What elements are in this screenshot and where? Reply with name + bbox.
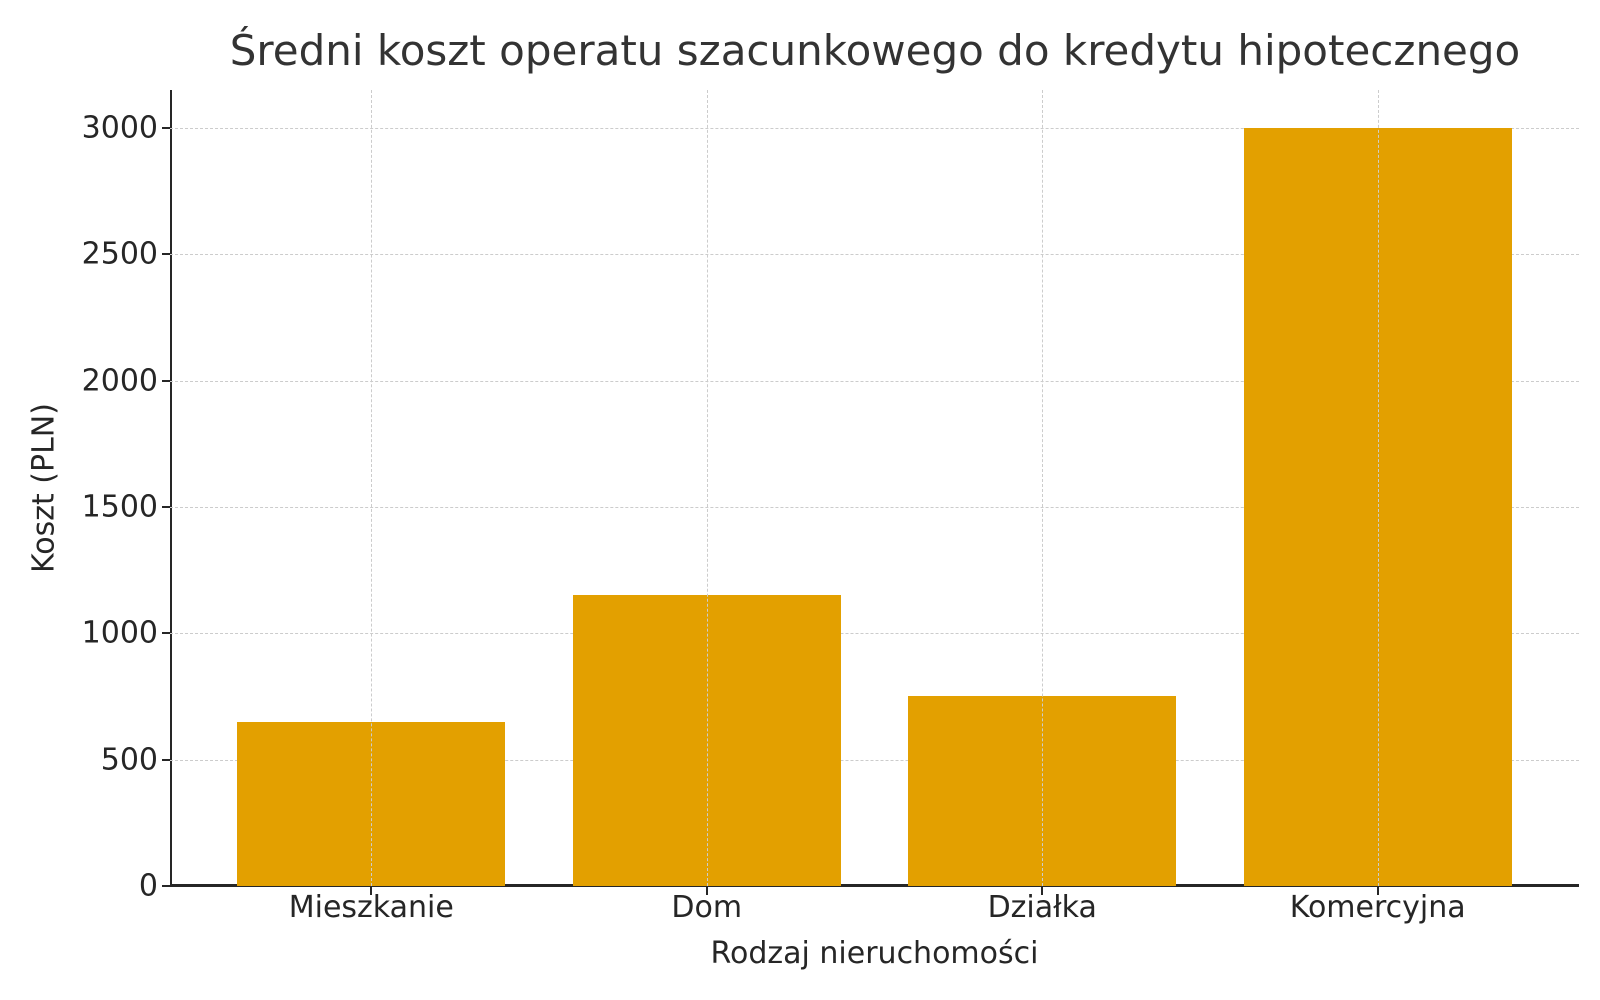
y-axis-line	[170, 90, 172, 886]
y-gridline	[170, 759, 1579, 761]
y-tick-label: 2000	[81, 363, 158, 399]
y-tick-label: 2500	[81, 236, 158, 272]
x-tick-mark	[1041, 886, 1044, 895]
y-gridline	[170, 506, 1579, 508]
x-tick-label: Mieszkanie	[288, 890, 454, 925]
x-tick-label: Komercyjna	[1289, 890, 1466, 925]
x-axis-label: Rodzaj nieruchomości	[710, 936, 1039, 971]
y-tick-label: 1500	[81, 489, 158, 525]
y-tick-label: 0	[138, 868, 158, 904]
y-axis-label: Koszt (PLN)	[26, 403, 62, 573]
y-tick-mark	[162, 632, 170, 635]
y-tick-mark	[162, 253, 170, 256]
y-tick-mark	[162, 505, 170, 508]
x-tick-mark	[1376, 886, 1379, 895]
x-gridline	[371, 90, 373, 886]
x-tick-mark	[705, 886, 708, 895]
x-gridline	[1042, 90, 1044, 886]
y-gridline	[170, 254, 1579, 256]
x-tick-label: Działka	[987, 890, 1097, 925]
x-tick-mark	[370, 886, 373, 895]
y-tick-mark	[162, 885, 170, 887]
x-axis-line	[170, 884, 1579, 887]
y-tick-label: 1000	[81, 615, 158, 651]
y-tick-mark	[162, 379, 170, 382]
y-gridline	[170, 127, 1579, 129]
y-tick-label: 500	[100, 742, 158, 778]
plot-area	[162, 90, 1579, 895]
y-tick-mark	[162, 126, 170, 129]
x-tick-label: Dom	[671, 890, 743, 925]
chart-title: Średni koszt operatu szacunkowego do kre…	[229, 26, 1521, 75]
x-gridline	[706, 90, 708, 886]
y-tick-mark	[162, 758, 170, 761]
y-gridline	[170, 633, 1579, 635]
y-tick-label: 3000	[81, 110, 158, 146]
y-gridline	[170, 380, 1579, 382]
x-gridline	[1377, 90, 1379, 886]
